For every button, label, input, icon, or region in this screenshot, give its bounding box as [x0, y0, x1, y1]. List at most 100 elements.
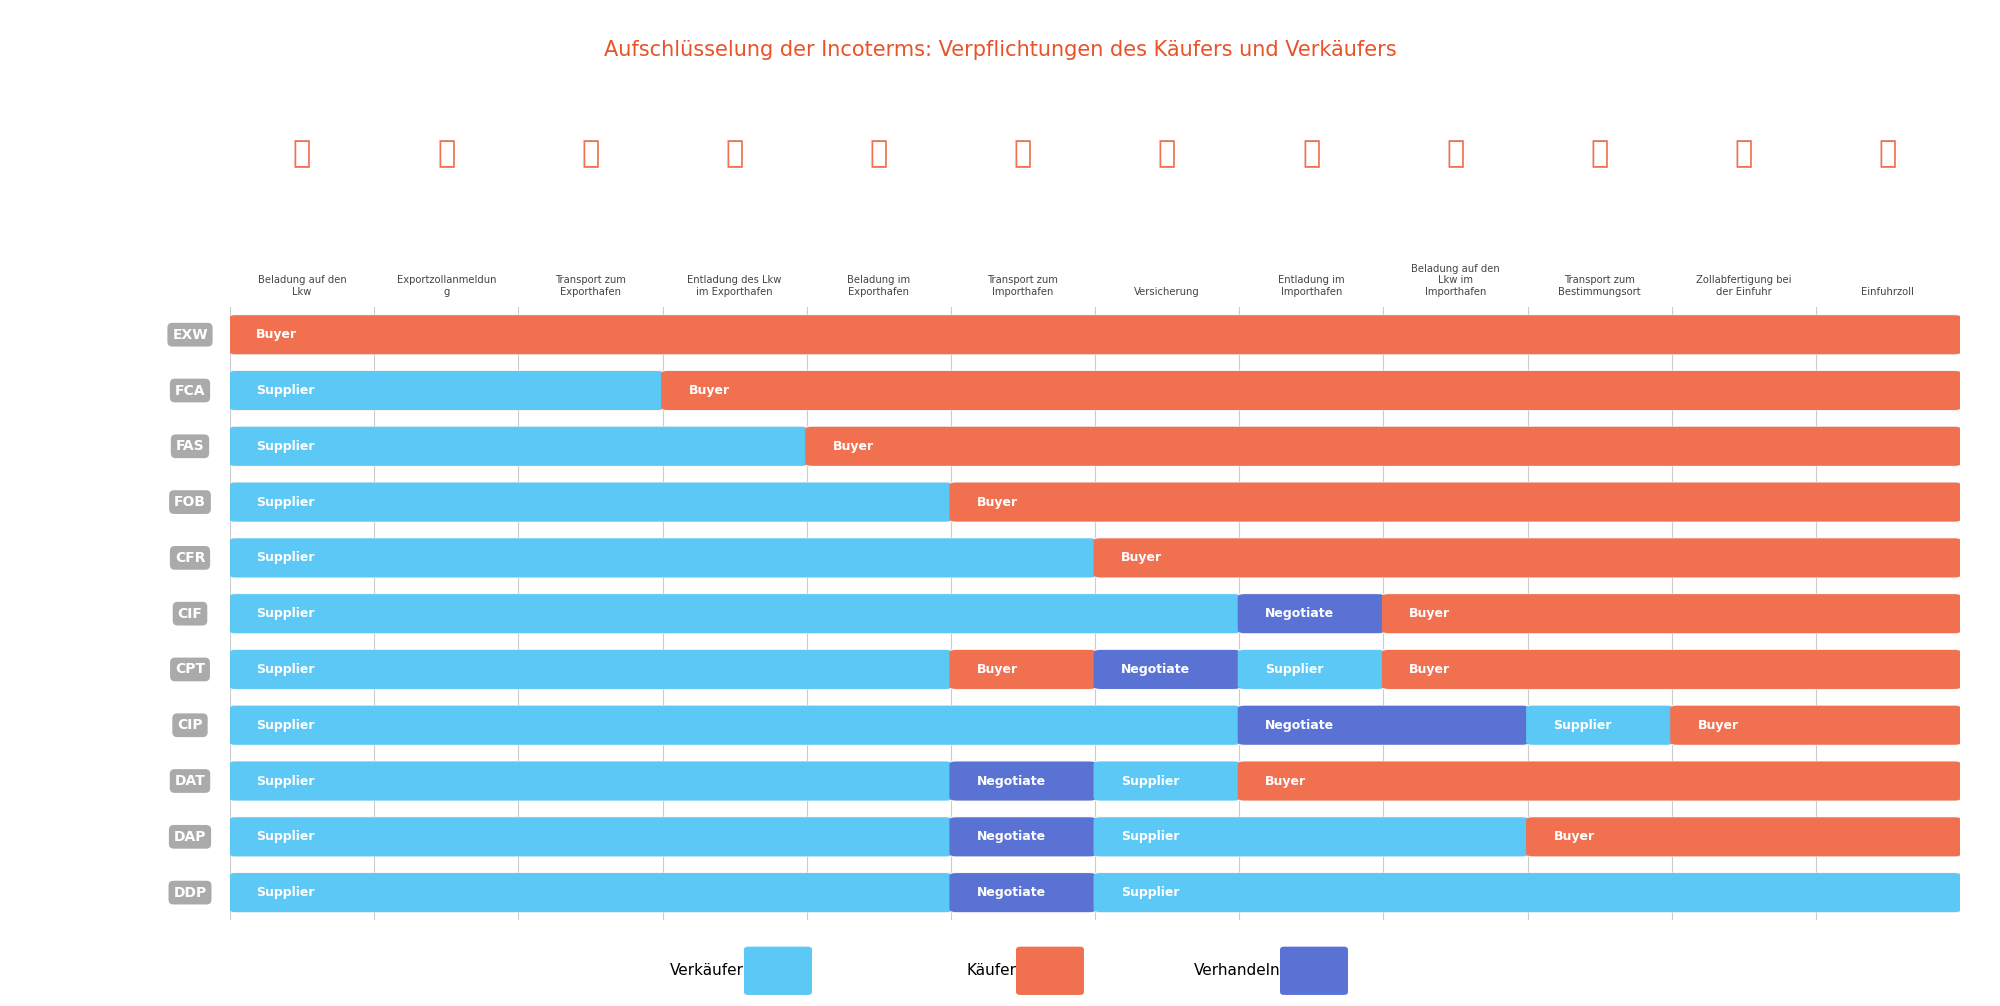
FancyBboxPatch shape	[1382, 650, 1962, 689]
Text: Supplier: Supplier	[256, 496, 314, 509]
FancyBboxPatch shape	[228, 649, 1962, 689]
Text: Beladung im
Exporthafen: Beladung im Exporthafen	[848, 276, 910, 297]
Text: Negotiate: Negotiate	[976, 886, 1046, 899]
Text: Buyer: Buyer	[976, 663, 1018, 676]
Text: FOB: FOB	[174, 495, 206, 509]
Text: FAS: FAS	[176, 440, 204, 454]
Text: 🚛: 🚛	[292, 139, 312, 168]
Text: Beladung auf den
Lkw im
Importhafen: Beladung auf den Lkw im Importhafen	[1412, 264, 1500, 297]
Text: Verkäufer: Verkäufer	[670, 964, 744, 978]
FancyBboxPatch shape	[228, 595, 1240, 633]
FancyBboxPatch shape	[1280, 947, 1348, 995]
Text: Supplier: Supplier	[1120, 775, 1180, 788]
FancyBboxPatch shape	[228, 762, 952, 801]
FancyBboxPatch shape	[228, 761, 1962, 801]
FancyBboxPatch shape	[228, 873, 952, 912]
FancyBboxPatch shape	[1670, 706, 1962, 744]
Text: Einfuhrzoll: Einfuhrzoll	[1862, 287, 1914, 297]
FancyBboxPatch shape	[228, 371, 664, 410]
FancyBboxPatch shape	[228, 482, 1962, 522]
Text: Supplier: Supplier	[1120, 886, 1180, 899]
FancyBboxPatch shape	[950, 483, 1962, 521]
FancyBboxPatch shape	[1094, 538, 1962, 577]
FancyBboxPatch shape	[228, 650, 952, 689]
Text: Supplier: Supplier	[256, 775, 314, 788]
Text: Supplier: Supplier	[256, 663, 314, 676]
FancyBboxPatch shape	[950, 817, 1096, 856]
Text: Zollabfertigung bei
der Einfuhr: Zollabfertigung bei der Einfuhr	[1696, 276, 1792, 297]
Text: Buyer: Buyer	[1554, 830, 1594, 843]
FancyBboxPatch shape	[1238, 650, 1384, 689]
Text: Supplier: Supplier	[1266, 663, 1324, 676]
Text: CFR: CFR	[174, 551, 206, 565]
Text: 🚛: 🚛	[582, 139, 600, 168]
FancyBboxPatch shape	[1526, 817, 1962, 856]
Text: CIF: CIF	[178, 607, 202, 621]
FancyBboxPatch shape	[228, 817, 1962, 857]
FancyBboxPatch shape	[744, 947, 812, 995]
Text: Beladung auf den
Lkw: Beladung auf den Lkw	[258, 276, 346, 297]
Text: Buyer: Buyer	[1266, 775, 1306, 788]
FancyBboxPatch shape	[228, 427, 1962, 467]
Text: Transport zum
Importhafen: Transport zum Importhafen	[988, 276, 1058, 297]
Text: Supplier: Supplier	[256, 608, 314, 620]
FancyBboxPatch shape	[228, 370, 1962, 410]
FancyBboxPatch shape	[228, 594, 1962, 634]
FancyBboxPatch shape	[1238, 762, 1962, 801]
Text: Verhandeln: Verhandeln	[1194, 964, 1280, 978]
Text: Buyer: Buyer	[1410, 608, 1450, 620]
Text: CIP: CIP	[178, 718, 202, 732]
FancyBboxPatch shape	[1526, 706, 1674, 744]
Text: Supplier: Supplier	[256, 830, 314, 843]
Text: EXW: EXW	[172, 328, 208, 342]
Text: Exportzollanmeldun
g: Exportzollanmeldun g	[396, 276, 496, 297]
Text: Supplier: Supplier	[256, 886, 314, 899]
FancyBboxPatch shape	[228, 872, 1962, 912]
Text: DAT: DAT	[174, 774, 206, 788]
Text: Versicherung: Versicherung	[1134, 287, 1200, 297]
FancyBboxPatch shape	[1094, 873, 1962, 912]
Text: Transport zum
Exporthafen: Transport zum Exporthafen	[554, 276, 626, 297]
Text: Supplier: Supplier	[256, 551, 314, 564]
Text: 🛡: 🛡	[1158, 139, 1176, 168]
FancyBboxPatch shape	[228, 538, 1096, 577]
FancyBboxPatch shape	[228, 538, 1962, 578]
Text: DAP: DAP	[174, 830, 206, 844]
Text: 📥: 📥	[726, 139, 744, 168]
FancyBboxPatch shape	[228, 817, 952, 856]
FancyBboxPatch shape	[950, 762, 1096, 801]
FancyBboxPatch shape	[1094, 762, 1240, 801]
Text: 🚛: 🚛	[1446, 139, 1464, 168]
FancyBboxPatch shape	[1238, 706, 1528, 744]
FancyBboxPatch shape	[228, 705, 1962, 745]
Text: 🏷: 🏷	[1878, 139, 1898, 168]
Text: Aufschlüsselung der Incoterms: Verpflichtungen des Käufers und Verkäufers: Aufschlüsselung der Incoterms: Verpflich…	[604, 40, 1396, 60]
Text: Buyer: Buyer	[1698, 718, 1738, 731]
FancyBboxPatch shape	[1382, 595, 1962, 633]
FancyBboxPatch shape	[228, 483, 952, 521]
Text: 📋: 📋	[438, 139, 456, 168]
Text: Negotiate: Negotiate	[976, 775, 1046, 788]
Text: Buyer: Buyer	[1120, 551, 1162, 564]
Text: Käufer: Käufer	[966, 964, 1016, 978]
Text: Negotiate: Negotiate	[1266, 718, 1334, 731]
Text: Buyer: Buyer	[1410, 663, 1450, 676]
FancyBboxPatch shape	[950, 650, 1096, 689]
Text: 🏗: 🏗	[870, 139, 888, 168]
FancyBboxPatch shape	[1094, 650, 1240, 689]
Text: Supplier: Supplier	[1120, 830, 1180, 843]
FancyBboxPatch shape	[228, 315, 1962, 354]
Text: Entladung im
Importhafen: Entladung im Importhafen	[1278, 276, 1344, 297]
Text: Supplier: Supplier	[256, 440, 314, 453]
Text: Supplier: Supplier	[256, 718, 314, 731]
FancyBboxPatch shape	[1094, 817, 1528, 856]
Text: FCA: FCA	[174, 383, 206, 397]
Text: Buyer: Buyer	[832, 440, 874, 453]
FancyBboxPatch shape	[1238, 595, 1384, 633]
Text: Entladung des Lkw
im Exporthafen: Entladung des Lkw im Exporthafen	[688, 276, 782, 297]
Text: DDP: DDP	[174, 885, 206, 899]
FancyBboxPatch shape	[950, 873, 1096, 912]
Text: Negotiate: Negotiate	[1266, 608, 1334, 620]
Text: Supplier: Supplier	[256, 384, 314, 397]
Text: Transport zum
Bestimmungsort: Transport zum Bestimmungsort	[1558, 276, 1640, 297]
